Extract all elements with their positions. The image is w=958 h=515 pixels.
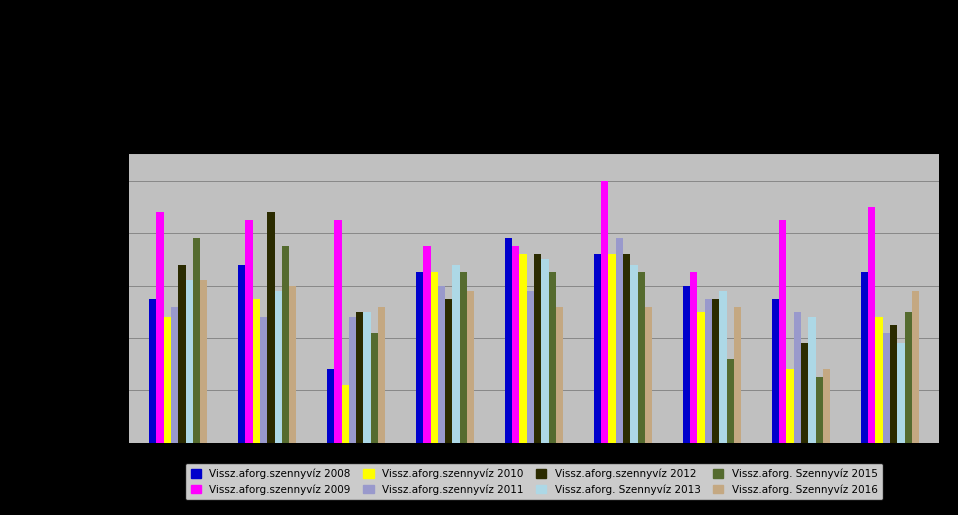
Bar <box>164 317 171 443</box>
Bar <box>815 377 823 443</box>
Bar <box>513 246 519 443</box>
Bar <box>630 265 638 443</box>
Bar <box>898 344 904 443</box>
Bar <box>416 272 423 443</box>
Bar <box>438 286 445 443</box>
Bar <box>186 280 193 443</box>
Bar <box>549 272 556 443</box>
Bar <box>334 220 342 443</box>
Bar <box>638 272 645 443</box>
Bar <box>275 291 282 443</box>
Bar <box>697 312 705 443</box>
Bar <box>519 254 527 443</box>
Bar <box>149 299 156 443</box>
Bar <box>860 272 868 443</box>
Bar <box>616 238 623 443</box>
Bar <box>430 272 438 443</box>
Bar <box>772 299 779 443</box>
Bar <box>602 181 608 443</box>
Bar <box>809 317 815 443</box>
Bar <box>445 299 452 443</box>
Bar <box>645 306 652 443</box>
Bar <box>356 312 363 443</box>
Bar <box>156 212 164 443</box>
Bar <box>378 306 385 443</box>
Bar <box>349 317 356 443</box>
Bar <box>193 238 200 443</box>
Legend: Vissz.aforg.szennyvíz 2008, Vissz.aforg.szennyvíz 2009, Vissz.aforg.szennyvíz 20: Vissz.aforg.szennyvíz 2008, Vissz.aforg.… <box>185 463 883 500</box>
Bar <box>623 254 630 443</box>
Bar <box>683 286 690 443</box>
Bar <box>779 220 787 443</box>
Bar <box>178 265 186 443</box>
Bar <box>534 254 541 443</box>
Bar <box>787 369 793 443</box>
Bar <box>467 291 474 443</box>
Bar <box>912 291 919 443</box>
Bar <box>541 260 549 443</box>
Bar <box>238 265 245 443</box>
Bar <box>556 306 563 443</box>
Bar <box>726 359 734 443</box>
Bar <box>253 299 260 443</box>
Bar <box>868 207 876 443</box>
Bar <box>282 246 289 443</box>
Bar <box>882 333 890 443</box>
Bar <box>876 317 882 443</box>
Bar <box>505 238 513 443</box>
Bar <box>890 325 898 443</box>
Bar <box>719 291 726 443</box>
Bar <box>801 344 809 443</box>
Bar <box>712 299 719 443</box>
Bar <box>690 272 697 443</box>
Bar <box>793 312 801 443</box>
Bar <box>594 254 602 443</box>
Bar <box>734 306 741 443</box>
Bar <box>200 280 208 443</box>
Bar <box>527 291 534 443</box>
Bar <box>245 220 253 443</box>
Bar <box>171 306 178 443</box>
Bar <box>267 212 275 443</box>
Bar <box>460 272 467 443</box>
Bar <box>260 317 267 443</box>
Bar <box>452 265 460 443</box>
Bar <box>342 385 349 443</box>
Bar <box>423 246 430 443</box>
Bar <box>289 286 296 443</box>
Bar <box>608 254 616 443</box>
Bar <box>363 312 371 443</box>
Bar <box>327 369 334 443</box>
Bar <box>904 312 912 443</box>
Bar <box>371 333 378 443</box>
Bar <box>823 369 831 443</box>
Bar <box>705 299 712 443</box>
